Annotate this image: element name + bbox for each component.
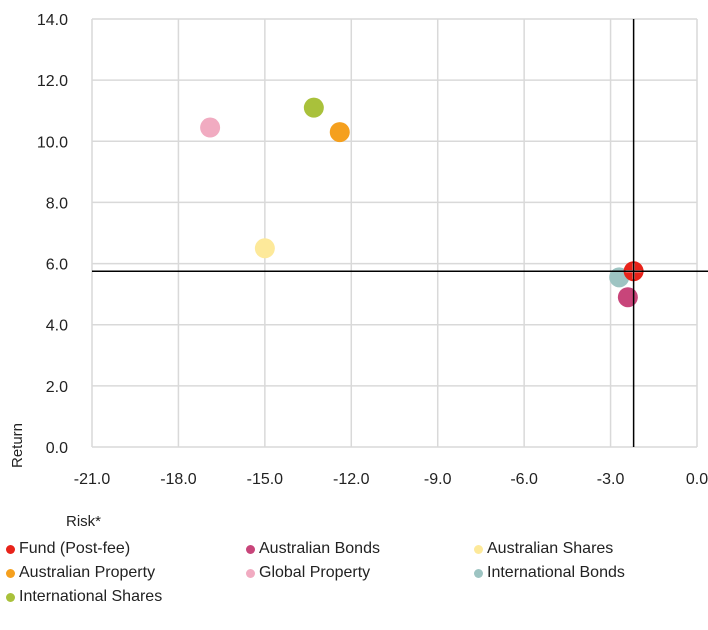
y-tick-label: 14.0 bbox=[37, 12, 68, 29]
legend-swatch bbox=[6, 568, 15, 578]
vertical-gridlines bbox=[91, 19, 698, 447]
x-tick-label: -6.0 bbox=[510, 471, 538, 488]
legend-item: International Bonds bbox=[474, 564, 704, 582]
y-tick-label: 2.0 bbox=[46, 379, 68, 396]
legend-swatch bbox=[6, 544, 15, 554]
legend-label: Fund (Post-fee) bbox=[19, 540, 131, 557]
y-axis-title: Return bbox=[9, 423, 26, 468]
y-tick-label: 0.0 bbox=[46, 440, 68, 457]
legend-swatch bbox=[474, 544, 483, 554]
y-tick-label: 4.0 bbox=[46, 318, 68, 335]
y-tick-label: 10.0 bbox=[37, 134, 68, 151]
scatter-chart: 0.0 2.0 4.0 6.0 8.0 10.0 12.0 14.0 -21.0 -18.0 -1… bbox=[9, 12, 708, 530]
horizontal-gridlines bbox=[92, 18, 697, 448]
legend-swatch bbox=[246, 568, 255, 578]
point-australian-property bbox=[329, 122, 350, 143]
legend-item: Australian Bonds bbox=[246, 540, 474, 558]
point-international-shares bbox=[303, 97, 324, 118]
y-tick-label: 8.0 bbox=[46, 195, 68, 212]
legend-item: Fund (Post-fee) bbox=[6, 540, 246, 558]
y-tick-label: 6.0 bbox=[46, 257, 68, 274]
legend-swatch bbox=[246, 544, 255, 554]
x-axis-ticks: -21.0 -18.0 -15.0 -12.0 -9.0 -6.0 -3.0 0.0 bbox=[74, 471, 708, 488]
point-global-property bbox=[200, 117, 221, 138]
legend-swatch bbox=[6, 592, 15, 602]
x-tick-label: 0.0 bbox=[686, 471, 708, 488]
legend-item: Australian Shares bbox=[474, 540, 704, 558]
x-tick-label: -12.0 bbox=[333, 471, 370, 488]
crosshair bbox=[92, 19, 708, 447]
x-tick-label: -21.0 bbox=[74, 471, 111, 488]
legend-label: Australian Bonds bbox=[259, 540, 380, 557]
legend: Fund (Post-fee) Australian Bonds Australia… bbox=[6, 540, 706, 606]
x-axis-title: Risk* bbox=[66, 513, 101, 530]
legend-label: International Bonds bbox=[487, 564, 625, 581]
x-tick-label: -3.0 bbox=[597, 471, 625, 488]
legend-item: Global Property bbox=[246, 564, 474, 582]
legend-swatch bbox=[474, 568, 483, 578]
point-australian-bonds bbox=[617, 287, 638, 308]
x-tick-label: -18.0 bbox=[160, 471, 197, 488]
y-axis-ticks: 0.0 2.0 4.0 6.0 8.0 10.0 12.0 14.0 bbox=[37, 12, 68, 457]
legend-item: International Shares bbox=[6, 588, 246, 606]
x-tick-label: -9.0 bbox=[424, 471, 452, 488]
legend-item: Australian Property bbox=[6, 564, 246, 582]
point-australian-shares bbox=[254, 238, 275, 259]
y-tick-label: 12.0 bbox=[37, 73, 68, 90]
legend-label: Australian Property bbox=[19, 564, 156, 581]
legend-label: Global Property bbox=[259, 564, 371, 581]
legend-label: Australian Shares bbox=[487, 540, 614, 557]
x-tick-label: -15.0 bbox=[247, 471, 284, 488]
legend-label: International Shares bbox=[19, 588, 163, 605]
